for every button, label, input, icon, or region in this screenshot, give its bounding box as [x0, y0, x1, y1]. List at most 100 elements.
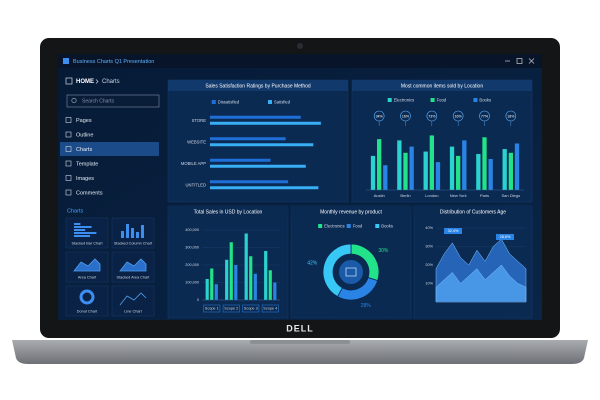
- thumbnail-label: Donut Chart: [77, 310, 98, 314]
- thumbnail-icon: [74, 232, 97, 234]
- category-box: [242, 304, 260, 313]
- thumbnail-icon: [131, 228, 134, 238]
- callout-label: 32.4%: [448, 229, 459, 233]
- nav-item[interactable]: Pages: [76, 118, 92, 124]
- thumbnail-icon: [119, 258, 147, 272]
- bar: [435, 162, 441, 190]
- legend-swatch: [318, 224, 323, 228]
- breadcrumb-home[interactable]: HOME: [76, 79, 94, 85]
- y-tick-label: 300,000: [185, 246, 199, 250]
- panel-title: Sales Satisfaction Ratings by Purchase M…: [205, 83, 311, 89]
- bar: [476, 154, 481, 190]
- nav-icon: [65, 189, 72, 196]
- x-tick-label: Scope 4: [263, 307, 277, 311]
- callout-ring: [373, 110, 385, 122]
- panel-header: [168, 206, 288, 217]
- legend-label: Books: [381, 223, 393, 228]
- bar: [383, 165, 388, 190]
- section-header: Charts: [67, 208, 83, 214]
- bar: [253, 273, 257, 300]
- donut-slice: [322, 243, 352, 298]
- title-bar: [58, 54, 542, 68]
- category-box: [261, 304, 279, 313]
- bar: [409, 146, 414, 190]
- category-label: MOBILE APP: [181, 161, 206, 166]
- bar: [502, 149, 507, 190]
- x-tick-label: Paris: [480, 193, 489, 198]
- thumbnail[interactable]: [111, 285, 155, 317]
- callout-label: 28.6%: [500, 235, 511, 239]
- thumbnail-icon: [79, 289, 95, 305]
- legend-label: Satisfied: [274, 99, 291, 104]
- thumbnail-icon: [74, 226, 92, 228]
- laptop-base: [12, 340, 588, 364]
- legend-label: Dissatisfied: [218, 99, 240, 104]
- y-tick-label: 200,000: [185, 263, 199, 267]
- bar: [456, 155, 461, 190]
- x-tick-label: New York: [450, 193, 467, 198]
- nav-item[interactable]: Charts: [76, 147, 92, 153]
- panel-title: Monthly revenue by product: [320, 209, 382, 215]
- legend-swatch: [473, 98, 478, 102]
- breadcrumb-chevron: [95, 79, 99, 84]
- callout-label: 77%: [481, 114, 489, 118]
- x-tick-label: London: [425, 193, 438, 198]
- callout-label: 73%: [428, 114, 436, 118]
- y-tick-label: 400,000: [185, 228, 199, 232]
- y-tick-label: 40%: [425, 226, 433, 230]
- nav-icon: [65, 146, 72, 152]
- y-tick-label: 10%: [425, 282, 433, 286]
- bar: [229, 242, 233, 300]
- legend-swatch: [211, 100, 216, 104]
- legend-label: Electronics: [394, 97, 414, 102]
- panel-title: Most common items sold by Location: [401, 83, 483, 89]
- panel-title: Total Sales in USD by Location: [194, 209, 263, 215]
- bar: [210, 143, 314, 147]
- nav-item[interactable]: Template: [76, 161, 98, 167]
- brand-logo: DELL: [286, 323, 314, 333]
- bar: [268, 270, 272, 300]
- legend-label: Food: [353, 223, 363, 228]
- window-title: Business Charts Q1 Presentation: [73, 59, 154, 65]
- hinge-notch: [250, 340, 350, 344]
- panel-header: [352, 80, 532, 91]
- bar: [508, 152, 513, 190]
- search-box[interactable]: [66, 94, 160, 108]
- y-tick-label: 0: [197, 298, 199, 302]
- x-tick-label: Scope 3: [244, 307, 258, 311]
- area: [435, 264, 527, 303]
- legend-swatch: [430, 98, 435, 102]
- close-button[interactable]: [528, 58, 535, 64]
- thumbnail-label: Area Chart: [78, 276, 97, 280]
- bar: [403, 152, 408, 190]
- search-placeholder: Search Charts: [82, 98, 114, 104]
- nav-item[interactable]: Images: [76, 176, 94, 182]
- x-tick-label: Scope 1: [205, 307, 219, 311]
- panel-header: [168, 80, 348, 91]
- nav-item[interactable]: Comments: [76, 190, 103, 196]
- x-tick-label: Berlin: [400, 193, 410, 198]
- bar: [423, 151, 428, 190]
- bar: [210, 137, 286, 141]
- bar: [214, 284, 218, 300]
- category-label: UNTITLED: [186, 182, 206, 187]
- thumbnail-label: Stacked Column Chart: [114, 242, 153, 246]
- legend-swatch: [268, 100, 272, 104]
- bar: [264, 251, 268, 300]
- nav-icon: [65, 160, 72, 167]
- category-box: [222, 304, 240, 313]
- legend-label: Electronics: [324, 223, 344, 228]
- callout-label: 16%: [402, 114, 410, 118]
- bar: [244, 233, 248, 300]
- nav-icon: [65, 131, 72, 138]
- camera: [297, 43, 303, 49]
- y-tick-label: 30%: [425, 245, 433, 249]
- bar: [377, 139, 382, 190]
- thumbnail-label: Line Chart: [124, 310, 142, 314]
- bar: [449, 146, 455, 190]
- nav-item[interactable]: Outline: [76, 132, 93, 138]
- callout-ring: [400, 110, 411, 122]
- maximize-button[interactable]: [516, 58, 523, 64]
